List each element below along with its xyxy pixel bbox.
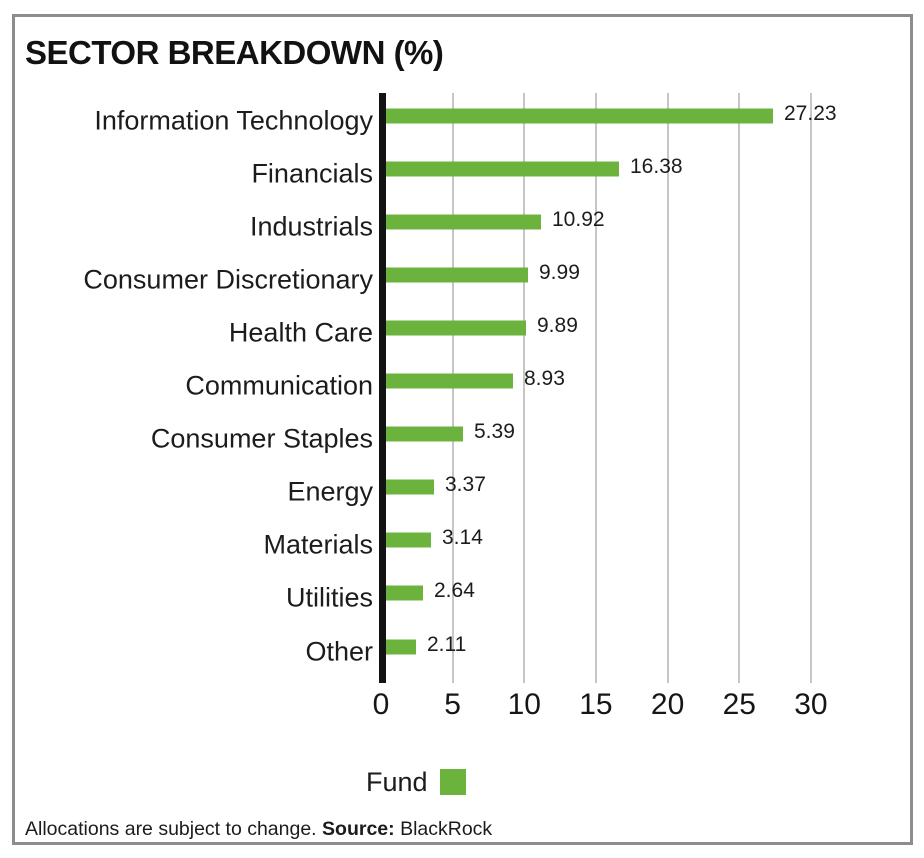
gridline xyxy=(738,93,741,683)
footnote-source-label: Source: xyxy=(322,818,395,840)
legend: Fund xyxy=(366,766,466,797)
legend-swatch-icon xyxy=(439,769,466,795)
category-label: Energy xyxy=(287,476,373,507)
bar xyxy=(386,267,528,283)
value-label: 16.38 xyxy=(630,155,683,179)
x-tick-label: 30 xyxy=(794,688,828,721)
bar xyxy=(386,108,773,124)
footnote-text: Allocations are subject to change. xyxy=(25,818,317,840)
bar xyxy=(386,585,423,601)
category-label: Health Care xyxy=(228,317,373,348)
chart-frame: SECTOR BREAKDOWN (%) 0 5 10 15 20 25 30 Informa… xyxy=(12,14,913,845)
category-label: Utilities xyxy=(285,582,373,613)
legend-series-label: Fund xyxy=(366,766,428,797)
category-label: Industrials xyxy=(249,211,373,242)
gridline xyxy=(523,93,526,683)
value-label: 27.23 xyxy=(784,102,837,125)
gridline xyxy=(809,93,812,683)
footnote-source-value: BlackRock xyxy=(400,818,493,840)
bar xyxy=(386,532,431,548)
value-label: 2.11 xyxy=(427,632,467,656)
category-label: Consumer Discretionary xyxy=(83,264,373,295)
x-tick-label: 10 xyxy=(507,688,541,721)
gridline xyxy=(594,93,597,683)
x-tick-label: 0 xyxy=(372,688,390,721)
bar xyxy=(386,479,434,495)
chart-title: SECTOR BREAKDOWN (%) xyxy=(25,34,444,71)
y-axis-line xyxy=(379,93,386,683)
bar xyxy=(386,373,513,389)
category-label: Information Technology xyxy=(94,105,373,136)
bar xyxy=(386,320,526,336)
value-label: 9.99 xyxy=(539,261,580,285)
value-label: 5.39 xyxy=(474,420,515,444)
x-tick-label: 25 xyxy=(722,688,756,721)
category-label: Other xyxy=(305,636,373,666)
footnote: Allocations are subject to change. Sourc… xyxy=(25,818,492,841)
category-label: Communication xyxy=(185,370,373,401)
category-label: Financials xyxy=(251,158,373,189)
value-label: 9.89 xyxy=(537,314,578,338)
value-label: 2.64 xyxy=(434,579,475,603)
bar xyxy=(386,426,463,442)
bar xyxy=(386,214,541,230)
category-label: Materials xyxy=(263,529,373,560)
value-label: 10.92 xyxy=(552,208,605,232)
x-tick-label: 15 xyxy=(579,688,613,721)
chart-container: SECTOR BREAKDOWN (%) 0 5 10 15 20 25 30 Informa… xyxy=(15,17,910,842)
bar xyxy=(386,639,416,654)
x-tick-label: 5 xyxy=(444,688,461,721)
gridline xyxy=(666,93,669,683)
value-label: 8.93 xyxy=(524,367,565,391)
bar xyxy=(386,161,619,177)
x-tick-label: 20 xyxy=(650,688,685,721)
value-label: 3.37 xyxy=(445,473,486,497)
category-label: Consumer Staples xyxy=(150,423,373,454)
value-label: 3.14 xyxy=(442,526,483,550)
